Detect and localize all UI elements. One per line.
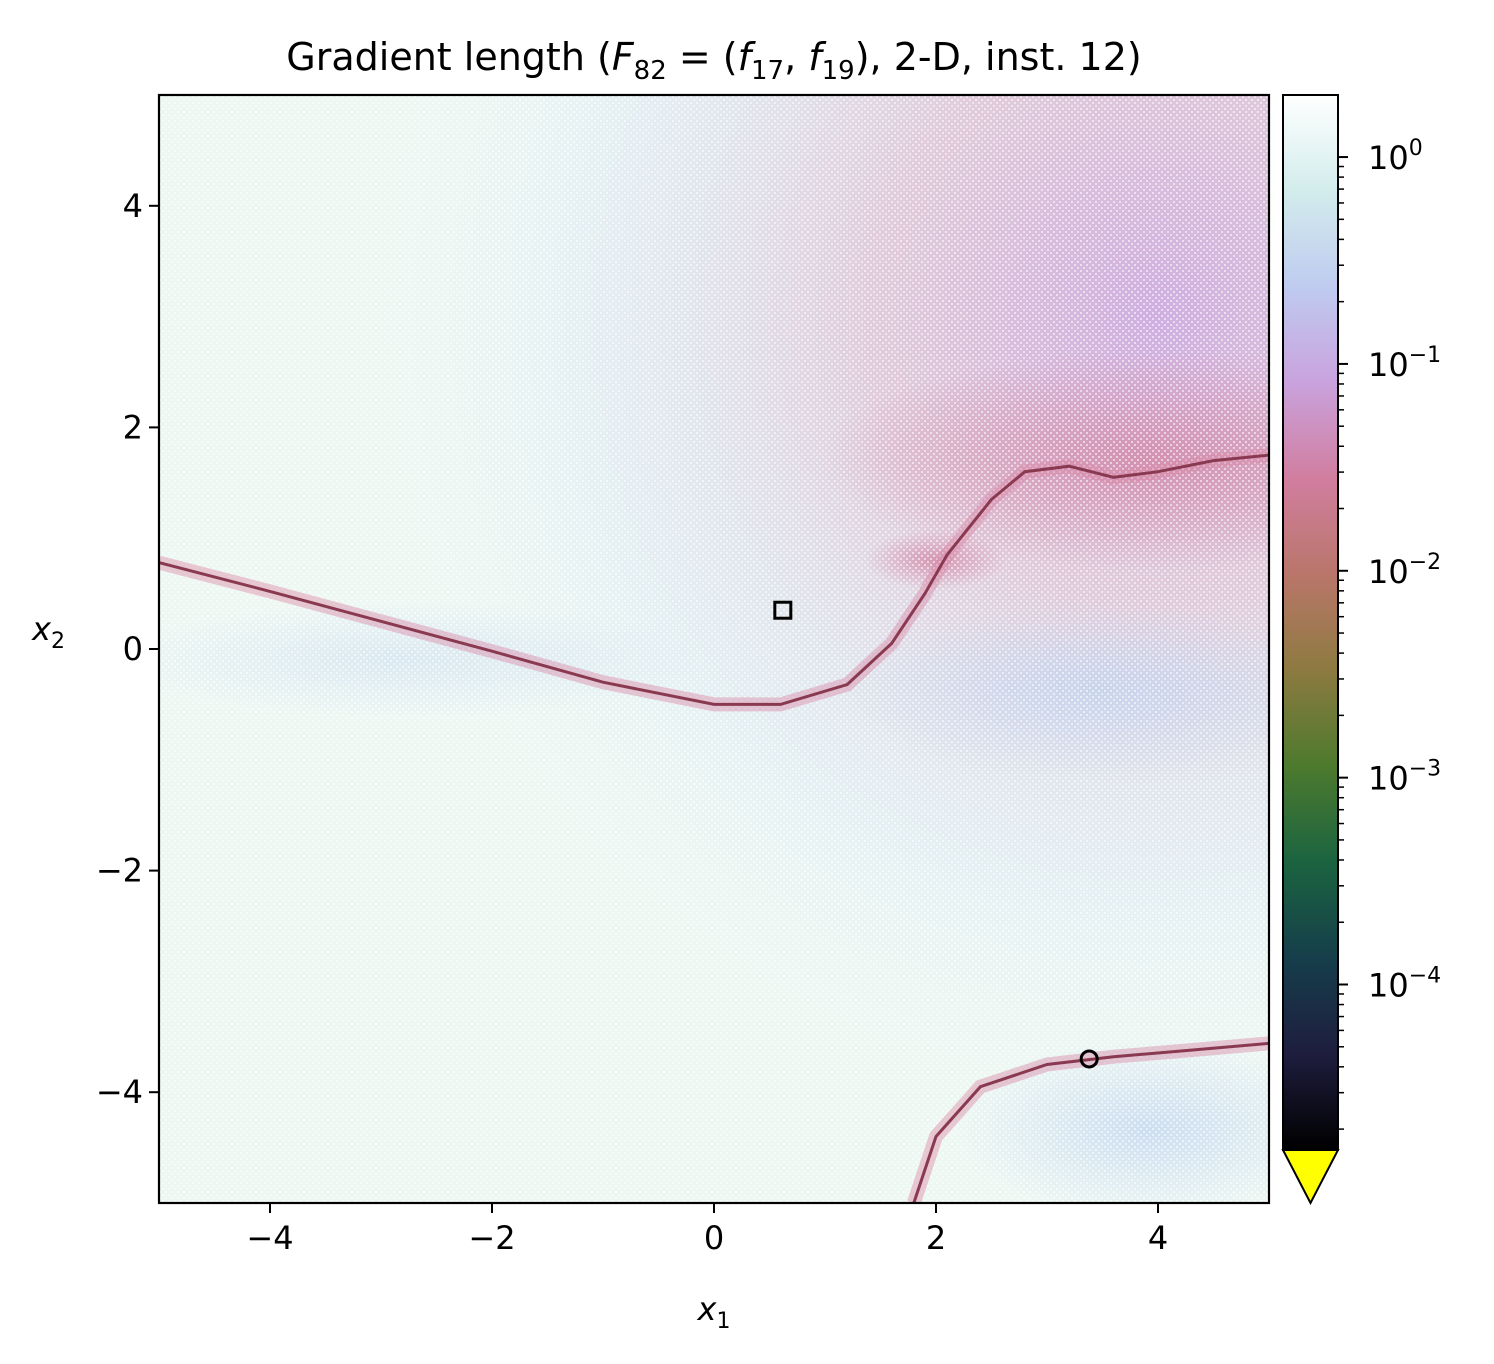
chart-title: Gradient length (F82 = (f17, f19), 2-D, …	[286, 35, 1141, 86]
valley-layer	[159, 448, 1269, 1203]
y-tick-label: 4	[123, 187, 143, 225]
x-tick-label: −4	[246, 1219, 293, 1257]
colorbar-tick-label: 10−2	[1368, 550, 1441, 591]
y-tick-label: −4	[96, 1073, 143, 1111]
y-tick-label: 2	[123, 408, 143, 446]
square-marker	[773, 600, 793, 620]
colorbar-gradient	[1283, 95, 1338, 1150]
x-tick-label: 0	[704, 1219, 724, 1257]
y-axis-ticks: 4 2 0 −2 −4	[96, 187, 159, 1111]
marker-layer	[773, 600, 1099, 1069]
colorbar-tick-label: 10−1	[1368, 343, 1441, 384]
colorbar-extend-triangle	[1281, 1149, 1340, 1206]
heatmap	[159, 95, 1269, 1203]
colorbar-tick-label: 100	[1368, 136, 1423, 177]
y-axis-label: x2	[31, 610, 65, 654]
x-axis-ticks: −4 −2 0 2 4	[246, 1203, 1168, 1257]
x-tick-label: 4	[1148, 1219, 1168, 1257]
colorbar: 100 10−1 10−2 10−3 10−4	[1281, 94, 1441, 1206]
colorbar-tick-label: 10−3	[1368, 757, 1441, 798]
x-tick-label: 2	[926, 1219, 946, 1257]
y-tick-label: 0	[123, 630, 143, 668]
colorbar-tick-label: 10−4	[1368, 964, 1441, 1005]
left-valley	[159, 453, 1269, 706]
circle-marker	[1079, 1049, 1099, 1069]
lower-valley	[912, 1041, 1269, 1203]
x-axis-label: x1	[697, 1290, 731, 1334]
colorbar-ticks: 100 10−1 10−2 10−3 10−4	[1338, 136, 1441, 1130]
heatmap-texture	[159, 95, 1269, 1203]
x-tick-label: −2	[468, 1219, 515, 1257]
colorbar-frame	[1282, 94, 1339, 1151]
y-tick-label: −2	[96, 852, 143, 890]
